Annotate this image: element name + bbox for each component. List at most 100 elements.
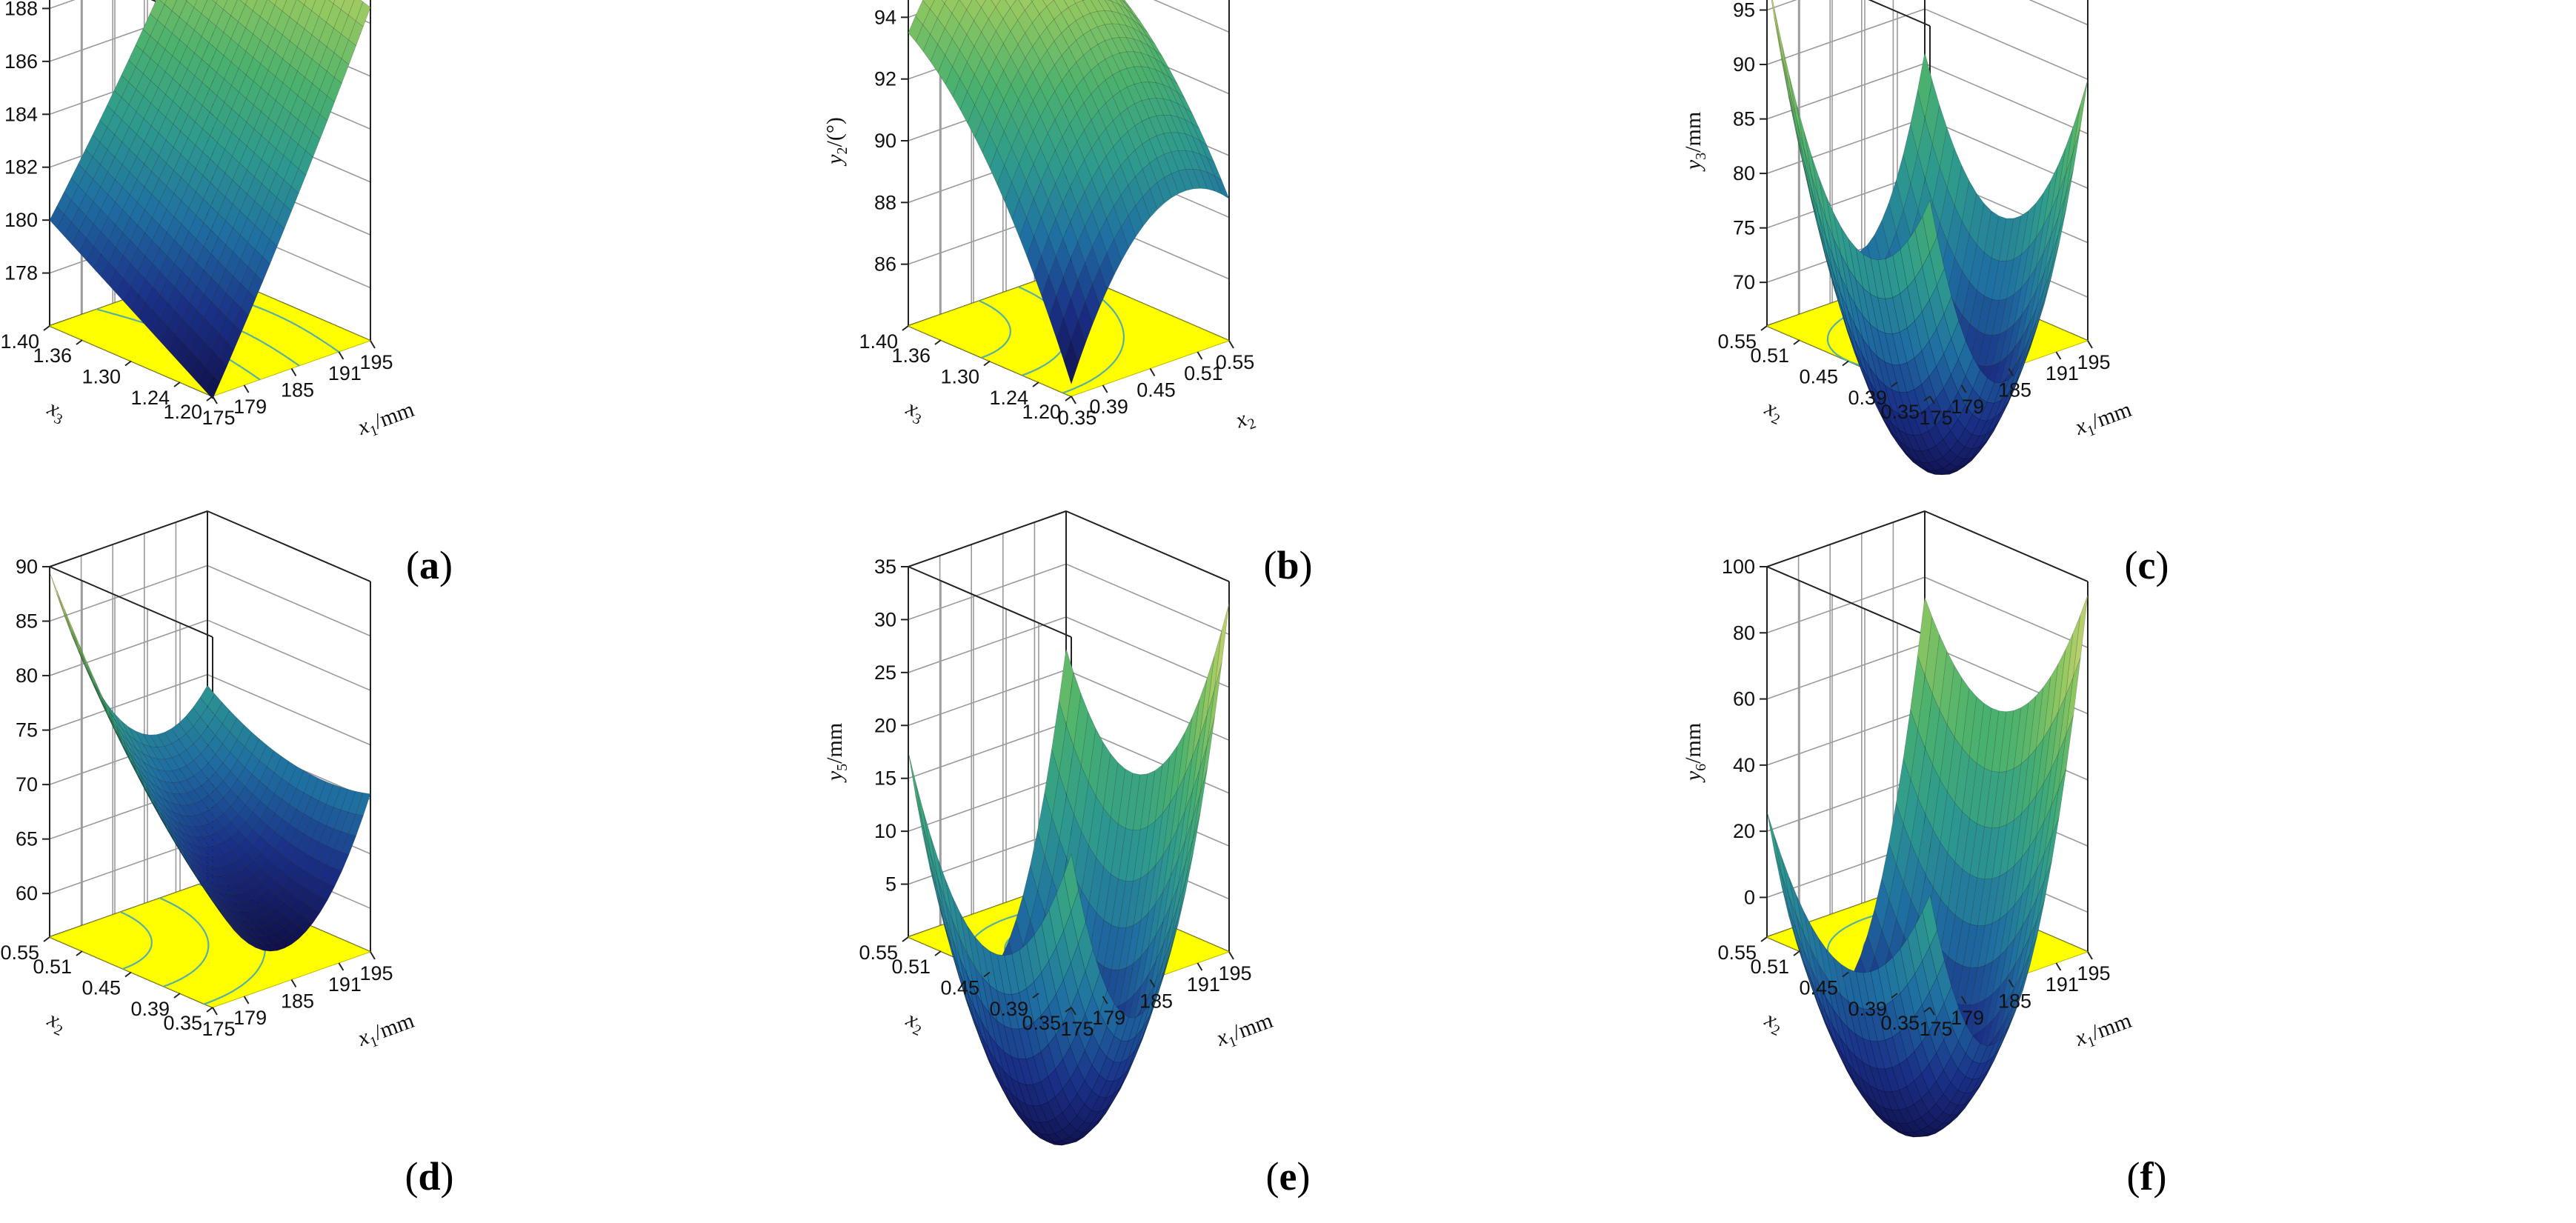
x-tick-label: 195 xyxy=(2077,962,2110,984)
x-tick xyxy=(1228,951,1234,960)
y-tick xyxy=(43,936,50,942)
chart-panel-c: 175 179 185 191 195 0.35 0.39 0.45 0.51 0.55 70 75 8… xyxy=(1681,0,2576,611)
surface-cell xyxy=(951,0,968,24)
surface-cell xyxy=(991,0,1001,7)
surface-cell xyxy=(915,782,931,853)
svg-text:x2: x2 xyxy=(1760,395,1788,428)
box-edge xyxy=(908,566,1072,638)
surface-cell xyxy=(1917,52,1933,119)
x-tick-label: 175 xyxy=(202,407,235,429)
z-tick-label: 40 xyxy=(1733,754,1755,776)
x-tick-label: 185 xyxy=(1998,990,2031,1013)
y-tick-label: 1.30 xyxy=(940,366,979,388)
surface-cell xyxy=(2066,104,2081,174)
y-tick-label: 0.35 xyxy=(1022,1012,1061,1034)
x-tick xyxy=(1102,384,1108,393)
surface-cell xyxy=(212,900,227,922)
y-tick-label: 0.39 xyxy=(130,998,170,1020)
z-tick-label: 70 xyxy=(16,773,38,796)
surface-cell xyxy=(186,0,198,8)
y-tick-label: 1.40 xyxy=(859,330,898,353)
x-axis-title: x1/mm xyxy=(2071,1008,2137,1055)
surface-cell xyxy=(1774,8,1789,88)
box-edge xyxy=(1924,510,2089,582)
z-tick-label: 92 xyxy=(874,68,896,90)
x-tick-label: 0.35 xyxy=(1058,407,1097,429)
x-tick xyxy=(1149,367,1156,377)
y-tick xyxy=(934,339,942,345)
x-tick xyxy=(243,996,250,1004)
z-tick-label: 88 xyxy=(874,191,896,213)
contour-line xyxy=(120,911,153,970)
surface-cell xyxy=(1214,175,1230,200)
svg-text:y2/(°): y2/(°) xyxy=(822,117,851,167)
surface-cell xyxy=(273,756,290,779)
svg-text:x1/mm: x1/mm xyxy=(354,1008,419,1055)
x-tick-label: 191 xyxy=(2046,973,2079,996)
y-tick xyxy=(1842,971,1849,978)
surface-cell xyxy=(1154,756,1171,822)
surface-cell xyxy=(1803,164,1818,227)
svg-text:y5/mm: y5/mm xyxy=(822,723,851,783)
surface-cell xyxy=(212,0,218,4)
y-tick xyxy=(1065,1007,1072,1013)
svg-text:x1/mm: x1/mm xyxy=(2071,1008,2137,1055)
y-tick-label: 1.20 xyxy=(1022,401,1061,423)
z-tick-label: 0 xyxy=(1744,886,1755,908)
box-edge xyxy=(1766,566,1931,638)
surface-cell xyxy=(1207,630,1222,715)
y-tick xyxy=(902,325,909,331)
contour-line xyxy=(159,897,210,987)
surface-cell xyxy=(1766,811,1782,875)
x-tick-label: 195 xyxy=(1218,962,1251,984)
y-tick xyxy=(43,325,50,331)
surface-cell xyxy=(975,0,987,8)
x-tick-label: 175 xyxy=(1060,1018,1094,1040)
surface-cell xyxy=(1042,0,1054,7)
surface-cell xyxy=(297,0,307,5)
x-tick xyxy=(1929,1007,1935,1016)
svg-text:x1/mm: x1/mm xyxy=(354,397,419,444)
x-axis-title: x1/mm xyxy=(354,397,419,444)
surface-cell xyxy=(1155,50,1171,70)
surface-cell xyxy=(319,0,334,23)
z-tick-label: 182 xyxy=(4,156,38,179)
y-tick-label: 0.45 xyxy=(1799,977,1838,999)
surface-cell xyxy=(236,724,253,747)
surface-cell xyxy=(1199,139,1215,164)
y-axis-title: x2 xyxy=(1761,1006,1783,1039)
surface-cell xyxy=(941,0,947,4)
panel-letter: c xyxy=(2137,543,2156,587)
surface-cell xyxy=(304,0,316,11)
surface-cell xyxy=(995,0,1011,19)
svg-text:x2: x2 xyxy=(42,1006,70,1039)
y-tick-label: 0.55 xyxy=(0,942,39,964)
x-tick xyxy=(370,951,376,960)
z-tick-label: 5 xyxy=(885,873,896,896)
x-tick xyxy=(2008,367,2014,377)
x-tick-label: 175 xyxy=(1919,407,1952,429)
surface-cell xyxy=(230,0,246,22)
surface-cell xyxy=(150,0,165,21)
y-tick xyxy=(1891,993,1898,999)
surface-cell xyxy=(1825,254,1840,307)
y-tick-label: 0.39 xyxy=(989,998,1028,1020)
x-tick-label: 179 xyxy=(233,396,267,418)
svg-text:x3: x3 xyxy=(901,395,929,428)
panel-caption-a: (a) xyxy=(406,543,453,587)
y-tick xyxy=(983,971,991,978)
y-tick xyxy=(1032,993,1039,999)
z-tick-label: 184 xyxy=(4,103,38,125)
surface-cell xyxy=(251,738,267,762)
panel-caption-f: (f) xyxy=(2126,1154,2167,1199)
chart-panel-a: 175 179 185 191 195 1.20 1.24 1.30 1.36 1.40 178 18… xyxy=(0,0,859,611)
z-tick-label: 80 xyxy=(1733,622,1755,644)
y-tick-label: 1.36 xyxy=(891,344,931,367)
chart-panel-d: 175 179 185 191 195 0.35 0.39 0.45 0.51 0.55 60 65 7… xyxy=(0,510,859,1222)
response-surface xyxy=(1771,0,2089,476)
surface-cell xyxy=(1102,753,1119,818)
y-tick-label: 0.35 xyxy=(163,1012,202,1034)
y-tick xyxy=(1760,936,1768,942)
surface-cell xyxy=(328,0,336,4)
